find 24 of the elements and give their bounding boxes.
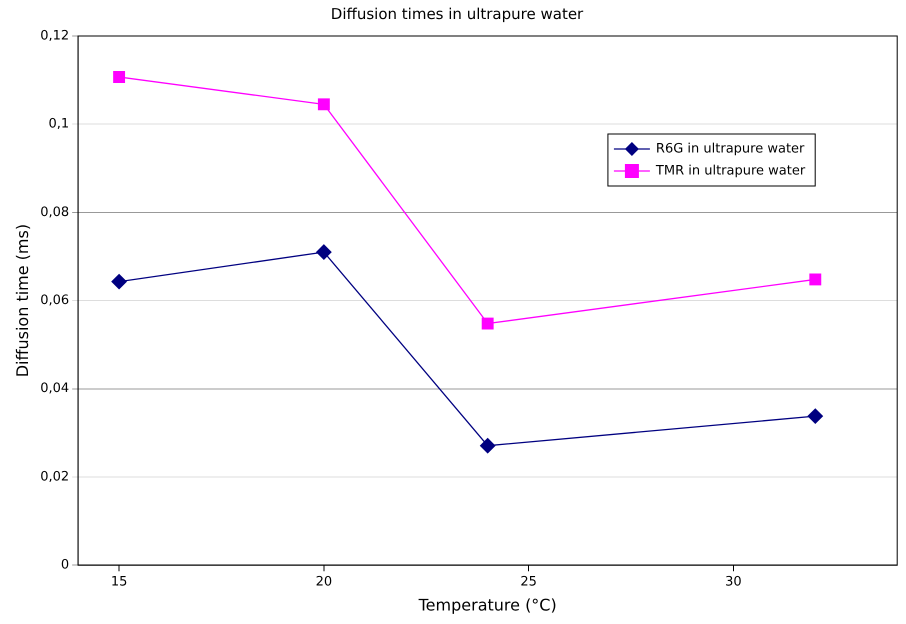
legend-label: R6G in ultrapure water: [656, 141, 806, 156]
point: [318, 98, 330, 110]
x-tick-label: 15: [110, 574, 128, 590]
y-tick-label: 0,08: [40, 204, 70, 220]
y-tick-label: 0,1: [48, 116, 70, 132]
point: [809, 273, 822, 286]
point: [113, 71, 126, 83]
point: [482, 318, 494, 330]
x-tick-label: 30: [725, 574, 742, 590]
y-axis-title: Diffusion time (ms): [12, 224, 32, 378]
y-tick-label: 0,12: [40, 28, 70, 44]
y-tick-label: 0,02: [40, 469, 70, 484]
point: [316, 244, 332, 260]
x-axis-title: Temperature (°C): [418, 596, 557, 615]
point: [111, 274, 127, 290]
x-tick-label: 25: [520, 574, 537, 590]
point: [808, 408, 823, 424]
y-tick-label: 0,06: [40, 292, 70, 308]
chart-title: Diffusion times in ultrapure water: [330, 4, 584, 23]
x-tick-label: 20: [316, 574, 332, 590]
legend-label: TMR in ultrapure water: [654, 163, 806, 178]
y-tick-label: 0,04: [40, 381, 70, 396]
y-tick-label: 0: [60, 558, 70, 573]
point: [480, 438, 496, 454]
